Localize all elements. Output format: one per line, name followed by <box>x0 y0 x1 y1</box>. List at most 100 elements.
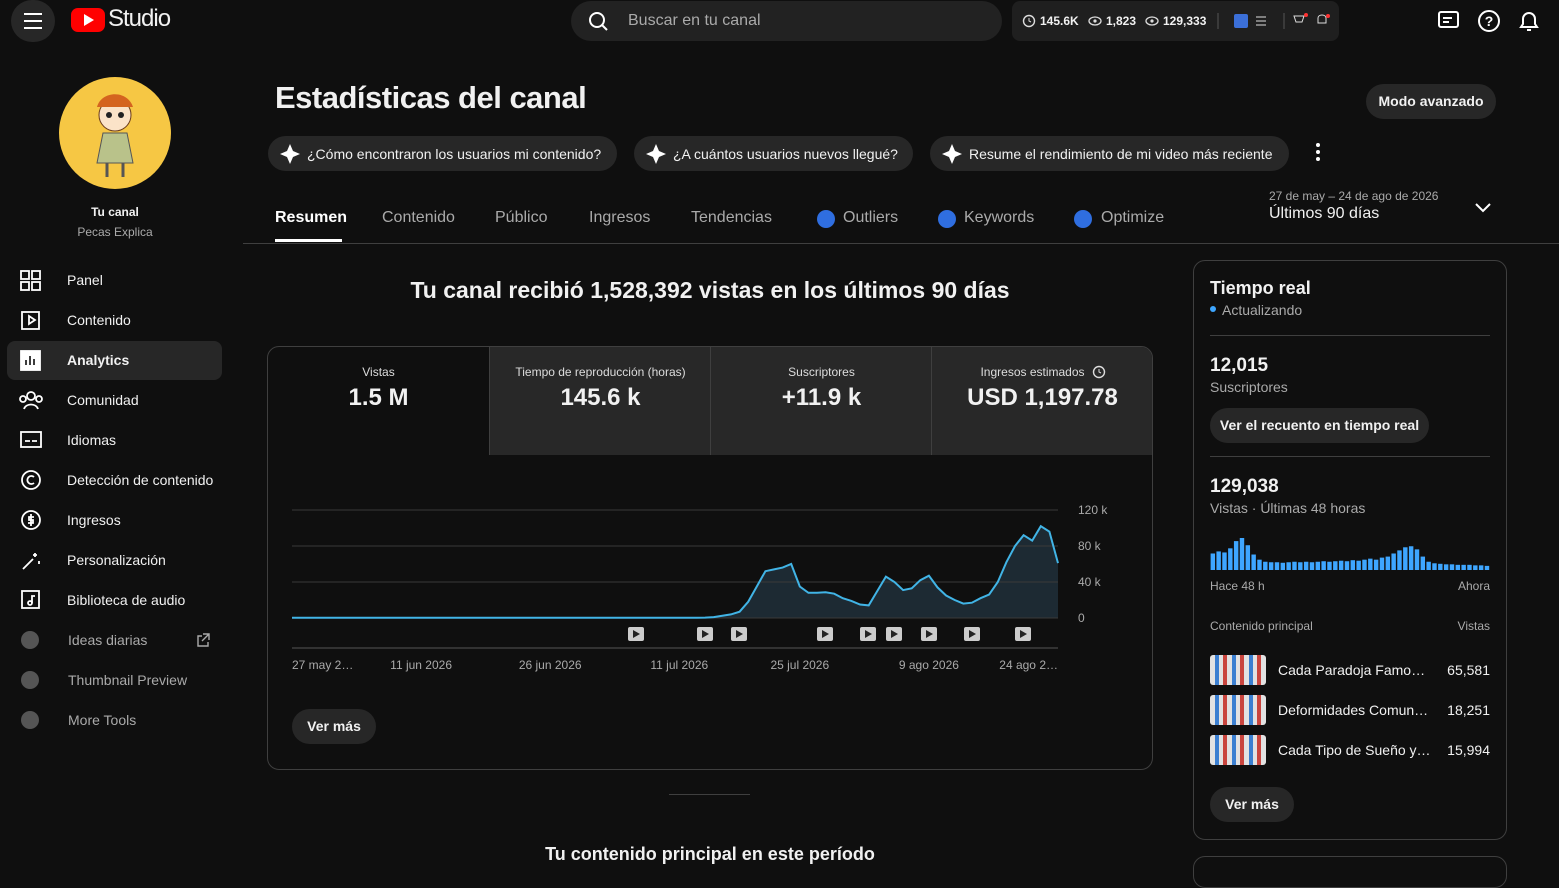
x-tick-label: 9 ago 2026 <box>899 658 959 672</box>
nav-item[interactable]: Analytics <box>67 352 130 368</box>
bar <box>1321 561 1326 570</box>
prompt-text: ¿Cómo encontraron los usuarios mi conten… <box>307 146 602 162</box>
channel-label: Tu canal <box>91 205 139 219</box>
headline: Tu canal recibió 1,528,392 vistas en los… <box>410 277 1010 303</box>
nav-item[interactable]: Idiomas <box>67 432 117 448</box>
metric-tab[interactable]: Tiempo de reproducción (horas) 145.6 k <box>489 347 711 455</box>
bar <box>1467 564 1472 570</box>
page-title: Estadísticas del canal <box>275 80 587 115</box>
section-heading: Tu contenido principal en este período <box>545 844 875 864</box>
bar <box>1309 562 1315 570</box>
logo-text: Studio <box>108 5 171 32</box>
thumbnail[interactable] <box>1210 655 1266 685</box>
see-more-button[interactable]: Ver más <box>1210 787 1294 822</box>
more-menu[interactable] <box>1312 142 1324 162</box>
video-markers <box>628 627 1031 641</box>
tab[interactable]: Optimize <box>1101 209 1165 226</box>
area <box>292 526 1058 618</box>
prompt-chip[interactable]: ¿A cuántos usuarios nuevos llegué? <box>634 136 913 171</box>
bar <box>1408 546 1414 570</box>
bar <box>1338 560 1344 570</box>
subscriber-label: Suscriptores <box>1210 379 1288 395</box>
chevron[interactable] <box>1474 201 1492 215</box>
tab[interactable]: Público <box>495 209 548 226</box>
sparkle-icon <box>646 144 666 164</box>
nav-item[interactable]: Contenido <box>67 312 131 328</box>
divider <box>1210 335 1490 336</box>
y-tick-label: 40 k <box>1078 575 1102 589</box>
tab-underline <box>275 239 342 242</box>
nav-active-bg <box>7 341 222 380</box>
video-title[interactable]: Cada Tipo de Sueño y… <box>1278 742 1431 758</box>
x-tick-label: 11 jun 2026 <box>390 658 452 672</box>
clock-icon <box>1022 14 1036 28</box>
bar <box>1228 548 1233 570</box>
tab[interactable]: Resumen <box>275 209 348 226</box>
bar <box>1379 557 1385 570</box>
metric-tab[interactable]: Ingresos estimados USD 1,197.78 <box>931 347 1152 455</box>
thumbnail[interactable] <box>1210 735 1266 765</box>
metric-tab[interactable]: Suscriptores +11.9 k <box>710 347 932 455</box>
metric-value: 1.5 M <box>348 384 409 411</box>
menu-button[interactable] <box>11 0 55 42</box>
metric-label: Vistas <box>362 365 395 379</box>
channel-avatar[interactable] <box>59 77 171 189</box>
bar <box>1473 565 1478 570</box>
bar <box>1443 564 1449 570</box>
bar <box>1315 561 1321 570</box>
tab[interactable]: Tendencias <box>691 209 772 226</box>
advanced-button[interactable]: Modo avanzado <box>1366 84 1496 119</box>
bar <box>1344 561 1350 570</box>
bar <box>1385 556 1391 570</box>
bar <box>1449 564 1455 570</box>
nav-item[interactable]: Ingresos <box>67 512 121 528</box>
thumbnail[interactable] <box>1210 695 1266 725</box>
bar <box>1391 553 1396 570</box>
bar <box>1245 545 1251 570</box>
video-views: 65,581 <box>1447 662 1490 678</box>
tab[interactable]: Outliers <box>843 209 899 226</box>
bar <box>1397 550 1402 570</box>
header-actions[interactable]: ? <box>1437 9 1541 33</box>
nav-item[interactable]: Comunidad <box>67 392 139 408</box>
x-tick-label: Ahora <box>1458 579 1490 593</box>
y-tick-label: 120 k <box>1078 503 1108 517</box>
bar <box>1478 565 1484 570</box>
line <box>292 524 1059 619</box>
bar <box>1373 559 1379 570</box>
metric-value: +11.9 k <box>781 384 862 411</box>
nav-item[interactable]: Personalización <box>67 552 166 568</box>
extension-icons <box>1217 13 1330 29</box>
tab-icons <box>817 210 1092 228</box>
extension-item[interactable]: More Tools <box>68 712 137 728</box>
bar <box>1286 562 1291 570</box>
realtime-title: Tiempo real <box>1210 278 1311 298</box>
nav-item[interactable]: Panel <box>67 272 103 288</box>
tab[interactable]: Ingresos <box>589 209 651 226</box>
x-tick-label: Hace 48 h <box>1210 579 1265 593</box>
extension-item[interactable]: Ideas diarias <box>68 632 148 648</box>
search-icon <box>589 12 608 31</box>
divider <box>243 243 1559 244</box>
tab[interactable]: Keywords <box>964 209 1035 226</box>
tab[interactable]: Contenido <box>382 209 455 226</box>
bar <box>1356 560 1361 570</box>
column-label: Contenido principal <box>1210 619 1313 633</box>
prompt-chip[interactable]: Resume el rendimiento de mi video más re… <box>930 136 1289 171</box>
video-title[interactable]: Deformidades Comun… <box>1278 702 1429 718</box>
see-more-button[interactable]: Ver más <box>292 709 376 744</box>
extension-item[interactable]: Thumbnail Preview <box>68 672 188 688</box>
eye-icon <box>1088 16 1102 26</box>
nav-item[interactable]: Biblioteca de audio <box>67 592 186 608</box>
metric-tab[interactable]: Vistas 1.5 M <box>268 347 489 455</box>
prompt-chip[interactable]: ¿Cómo encontraron los usuarios mi conten… <box>268 136 617 171</box>
period[interactable]: Últimos 90 días <box>1269 205 1380 222</box>
realtime-count-button[interactable]: Ver el recuento en tiempo real <box>1210 408 1429 443</box>
bar <box>1327 561 1332 570</box>
video-title[interactable]: Cada Paradoja Famo… <box>1278 662 1426 678</box>
x-tick-label: 26 jun 2026 <box>519 658 582 672</box>
bar <box>1210 553 1216 570</box>
nav-item[interactable]: Detección de contenido <box>67 472 214 488</box>
search-box[interactable]: Buscar en tu canal <box>571 1 1002 41</box>
bar <box>1263 561 1268 570</box>
